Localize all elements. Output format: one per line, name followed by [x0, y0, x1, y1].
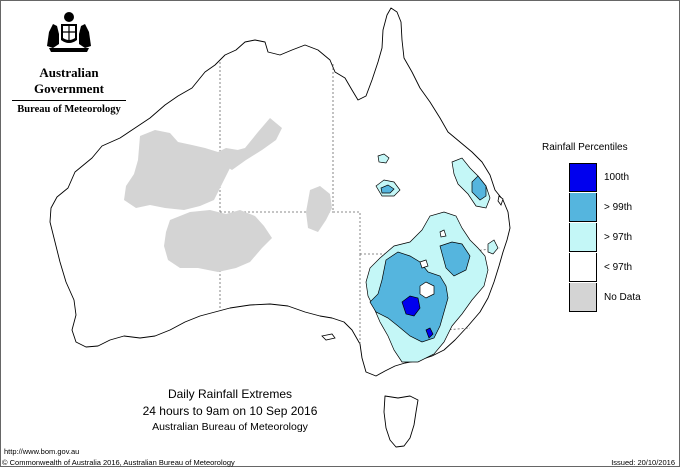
region-99-qld-inland — [380, 184, 395, 194]
tasmania — [383, 395, 419, 448]
pocket-1 — [419, 281, 435, 299]
region-99-qld-coast — [471, 175, 487, 201]
legend-item-97th: > 97th — [569, 223, 665, 253]
legend-swatch-100th — [569, 163, 597, 192]
legend: 100th > 99th > 97th < 97th No Data — [569, 163, 665, 313]
legend-swatch-97th — [569, 223, 597, 252]
no-data-regions — [124, 118, 332, 272]
percentile-100-regions — [401, 295, 434, 339]
government-logo: Australian Government Bureau of Meteorol… — [6, 8, 132, 115]
below-97-pockets — [419, 229, 447, 299]
legend-label-100th: 100th — [604, 172, 630, 183]
government-title: Australian Government — [33, 65, 105, 96]
legend-label-below-97th: < 97th — [604, 262, 633, 273]
legend-item-100th: 100th — [569, 163, 665, 193]
legend-label-97th: > 97th — [604, 232, 633, 243]
region-97-small-north — [377, 153, 390, 164]
coat-of-arms-icon — [47, 12, 91, 52]
legend-item-no-data: No Data — [569, 283, 665, 313]
pocket-2 — [419, 259, 429, 269]
legend-swatch-below-97th — [569, 253, 597, 282]
no-data-central — [215, 118, 282, 170]
no-data-sa-north — [306, 186, 332, 232]
map-source: Australian Bureau of Meteorology — [152, 421, 308, 433]
kangaroo-island — [321, 333, 336, 341]
copyright-text: © Commonwealth of Australia 2016, Austra… — [2, 458, 235, 467]
map-period: 24 hours to 9am on 10 Sep 2016 — [142, 404, 318, 418]
pocket-3 — [439, 229, 447, 238]
legend-swatch-99th — [569, 193, 597, 222]
legend-item-below-97th: < 97th — [569, 253, 665, 283]
no-data-wa-south — [164, 210, 272, 272]
legend-swatch-no-data — [569, 283, 597, 312]
region-99-east — [439, 241, 471, 277]
bom-url-link[interactable]: http://www.bom.gov.au — [4, 447, 80, 456]
no-data-wa-north — [124, 130, 240, 210]
region-100-a — [401, 295, 421, 317]
legend-title: Rainfall Percentiles — [542, 142, 628, 153]
legend-label-no-data: No Data — [604, 292, 641, 303]
map-title: Daily Rainfall Extremes — [167, 387, 293, 401]
border-sa-qld — [333, 211, 361, 254]
legend-label-99th: > 99th — [604, 202, 633, 213]
fraser-island — [497, 195, 504, 206]
region-100-b — [425, 327, 434, 339]
region-97-coast-nsw — [487, 239, 499, 255]
logo-divider — [12, 100, 126, 101]
map-caption: Daily Rainfall Extremes 24 hours to 9am … — [120, 386, 340, 435]
bureau-title: Bureau of Meteorology — [17, 104, 121, 115]
issued-date: Issued: 20/10/2016 — [611, 458, 675, 467]
legend-item-99th: > 99th — [569, 193, 665, 223]
